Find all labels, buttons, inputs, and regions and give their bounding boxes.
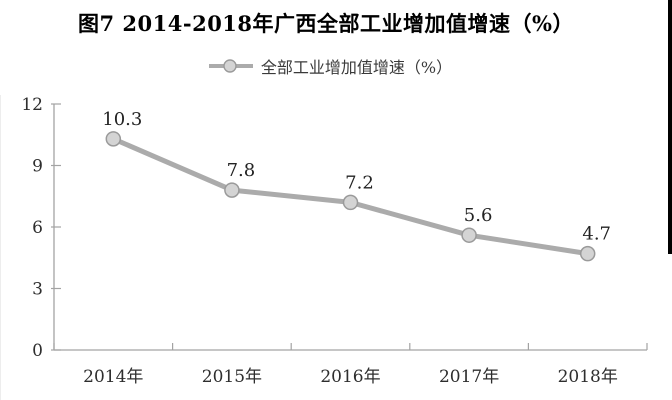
x-tick-label: 2017年 [439, 367, 499, 387]
x-tick-label: 2016年 [320, 367, 380, 387]
data-point-marker [461, 227, 477, 243]
data-label: 5.6 [464, 205, 493, 226]
right-edge-artifact [668, 0, 672, 254]
y-tick-label: 9 [32, 157, 43, 177]
data-label: 7.8 [227, 160, 256, 181]
data-point-marker [224, 182, 240, 198]
legend: 全部工业增加值增速（%） [0, 54, 660, 78]
y-tick-label: 0 [32, 341, 43, 361]
y-tick-label: 12 [21, 95, 43, 115]
y-tick-label: 3 [32, 280, 43, 300]
legend-label: 全部工业增加值增速（%） [260, 58, 453, 77]
x-tick-label: 2015年 [202, 367, 262, 387]
data-label: 10.3 [102, 109, 142, 130]
x-tick-label: 2018年 [558, 367, 618, 387]
data-point-marker [105, 131, 122, 147]
data-label: 7.2 [345, 172, 374, 193]
y-tick-label: 6 [32, 218, 43, 238]
legend-line-marker-icon [208, 59, 253, 73]
left-edge-border [0, 95, 1, 400]
data-label: 4.7 [582, 224, 611, 245]
data-point-marker [579, 245, 596, 262]
data-point-marker [342, 194, 359, 211]
chart-title: 图7 2014-2018年广西全部工业增加值增速（%） [78, 11, 574, 36]
x-tick-label: 2014年 [83, 367, 143, 387]
